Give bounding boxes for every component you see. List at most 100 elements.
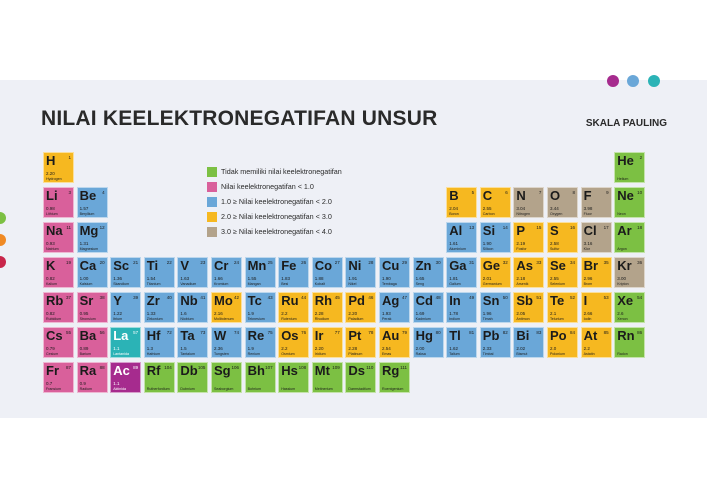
element-ne: Ne 10 Neon xyxy=(614,187,646,218)
element-symbol: P xyxy=(516,223,526,238)
element-ar: Ar 18 Argon xyxy=(614,222,646,253)
atomic-number: 46 xyxy=(368,295,374,300)
electronegativity-value: 2.20 xyxy=(314,346,324,351)
element-os: Os 76 2.2 Osmium xyxy=(278,327,310,358)
element-name: Tantalum xyxy=(180,352,195,356)
element-na: Na 11 0.93 Natrium xyxy=(43,222,74,253)
element-symbol: Ti xyxy=(146,258,159,273)
element-symbol: In xyxy=(449,293,461,308)
atomic-number: 7 xyxy=(538,190,542,195)
element-name: Tembaga xyxy=(382,282,397,286)
element-symbol: Mo xyxy=(214,293,233,308)
electronegativity-value: 1.63 xyxy=(180,276,190,281)
atomic-number: 31 xyxy=(469,260,475,265)
electronegativity-value: 2.33 xyxy=(482,346,492,351)
atomic-number: 23 xyxy=(200,260,206,265)
element-name: Cesium xyxy=(46,352,59,356)
element-name: Seng xyxy=(415,282,424,286)
atomic-number: 78 xyxy=(368,330,374,335)
element-name: Natrium xyxy=(46,247,59,251)
electronegativity-value: 2.2 xyxy=(281,346,288,351)
element-name: Hassium xyxy=(281,387,296,391)
element-name: Bohrium xyxy=(247,387,261,391)
element-name: Argon xyxy=(617,247,627,251)
element-rg: Rg 111 Roentgenium xyxy=(379,362,410,393)
element-name: Roentgenium xyxy=(382,387,404,391)
element-name: Germanium xyxy=(482,282,502,286)
element-o: O 8 3.44 Oxygen xyxy=(547,187,578,218)
element-te: Te 52 2.1 Telurium xyxy=(547,292,578,323)
element-name: Kalium xyxy=(46,282,57,286)
element-ti: Ti 22 1.54 Titanium xyxy=(143,257,175,288)
element-symbol: Hs xyxy=(281,363,298,378)
electronegativity-value: 1.81 xyxy=(449,276,458,281)
element-name: Brom xyxy=(583,282,593,286)
electronegativity-value: 0.7 xyxy=(46,381,53,386)
element-li: Li 3 0.98 Lithium xyxy=(43,187,74,218)
scale-label: SKALA PAULING xyxy=(585,118,667,129)
atomic-number: 111 xyxy=(400,365,407,370)
legend-label: 2.0 ≥ Nilai keelektronegatifan < 3.0 xyxy=(221,212,332,221)
element-symbol: Rb xyxy=(46,293,64,308)
element-symbol: Ra xyxy=(79,363,97,378)
element-symbol: Sc xyxy=(113,258,130,273)
element-symbol: Kr xyxy=(617,258,632,273)
atomic-number: 25 xyxy=(267,260,273,265)
electronegativity-value: 1.1 xyxy=(113,381,120,386)
atomic-number: 54 xyxy=(637,295,643,300)
element-name: Lithium xyxy=(46,212,58,216)
atomic-number: 13 xyxy=(469,225,475,230)
atomic-number: 41 xyxy=(200,295,206,300)
element-symbol: Fe xyxy=(281,258,297,273)
atomic-number: 12 xyxy=(99,225,105,230)
element-symbol: Sr xyxy=(79,293,94,308)
element-i: I 53 2.66 Iodin xyxy=(580,292,612,323)
element-name: Talium xyxy=(449,352,460,356)
atomic-number: 29 xyxy=(401,260,407,265)
atomic-number: 14 xyxy=(502,225,508,230)
electronegativity-value: 2.04 xyxy=(449,206,458,211)
atomic-number: 83 xyxy=(536,330,542,335)
element-symbol: Hg xyxy=(415,328,433,343)
atomic-number: 18 xyxy=(637,225,643,230)
element-symbol: Ga xyxy=(449,258,467,273)
electronegativity-value: 0.98 xyxy=(46,206,55,211)
element-bi: Bi 83 2.02 Bismut xyxy=(513,327,545,358)
atomic-number: 108 xyxy=(298,365,307,370)
element-name: Kromium xyxy=(214,282,229,286)
atomic-number: 53 xyxy=(603,295,609,300)
legend-swatch xyxy=(207,167,217,177)
atomic-number: 11 xyxy=(66,225,71,230)
element-kr: Kr 36 3.00 Kripton xyxy=(614,257,646,288)
element-symbol: Ne xyxy=(617,188,634,203)
legend-label: 1.0 ≥ Nilai keelektronegatifan < 2.0 xyxy=(221,197,332,206)
atomic-number: 48 xyxy=(435,295,441,300)
element-hf: Hf 72 1.3 Hafnium xyxy=(143,327,175,358)
electronegativity-value: 1.90 xyxy=(382,276,391,281)
electronegativity-value: 1.6 xyxy=(180,311,187,316)
electronegativity-value: 3.98 xyxy=(583,206,593,211)
element-symbol: He xyxy=(617,153,634,168)
element-symbol: Ni xyxy=(348,258,362,273)
electronegativity-value: 3.04 xyxy=(516,206,526,211)
electronegativity-value: 2.96 xyxy=(583,276,593,281)
electronegativity-value: 2.58 xyxy=(550,241,559,246)
element-symbol: Au xyxy=(382,328,400,343)
electronegativity-value: 3.16 xyxy=(583,241,593,246)
element-name: Magnesium xyxy=(79,247,99,251)
element-ge: Ge 32 2.01 Germanium xyxy=(479,257,511,288)
element-name: Klor xyxy=(583,247,590,251)
element-name: Meitnerium xyxy=(314,387,333,391)
atomic-number: 38 xyxy=(99,295,105,300)
element-symbol: Na xyxy=(46,223,63,238)
electronegativity-value: 2.05 xyxy=(516,311,526,316)
atomic-number: 8 xyxy=(572,190,575,195)
element-name: Darmstadtium xyxy=(348,387,371,391)
element-w: W 74 2.36 Tungsten xyxy=(211,327,242,358)
atomic-number: 47 xyxy=(401,295,407,300)
element-name: Vanadium xyxy=(180,282,197,286)
element-name: Niobium xyxy=(180,317,194,321)
element-symbol: Db xyxy=(180,363,198,378)
element-sg: Sg 106 Seaborgium xyxy=(211,362,242,393)
element-symbol: B xyxy=(449,188,459,203)
